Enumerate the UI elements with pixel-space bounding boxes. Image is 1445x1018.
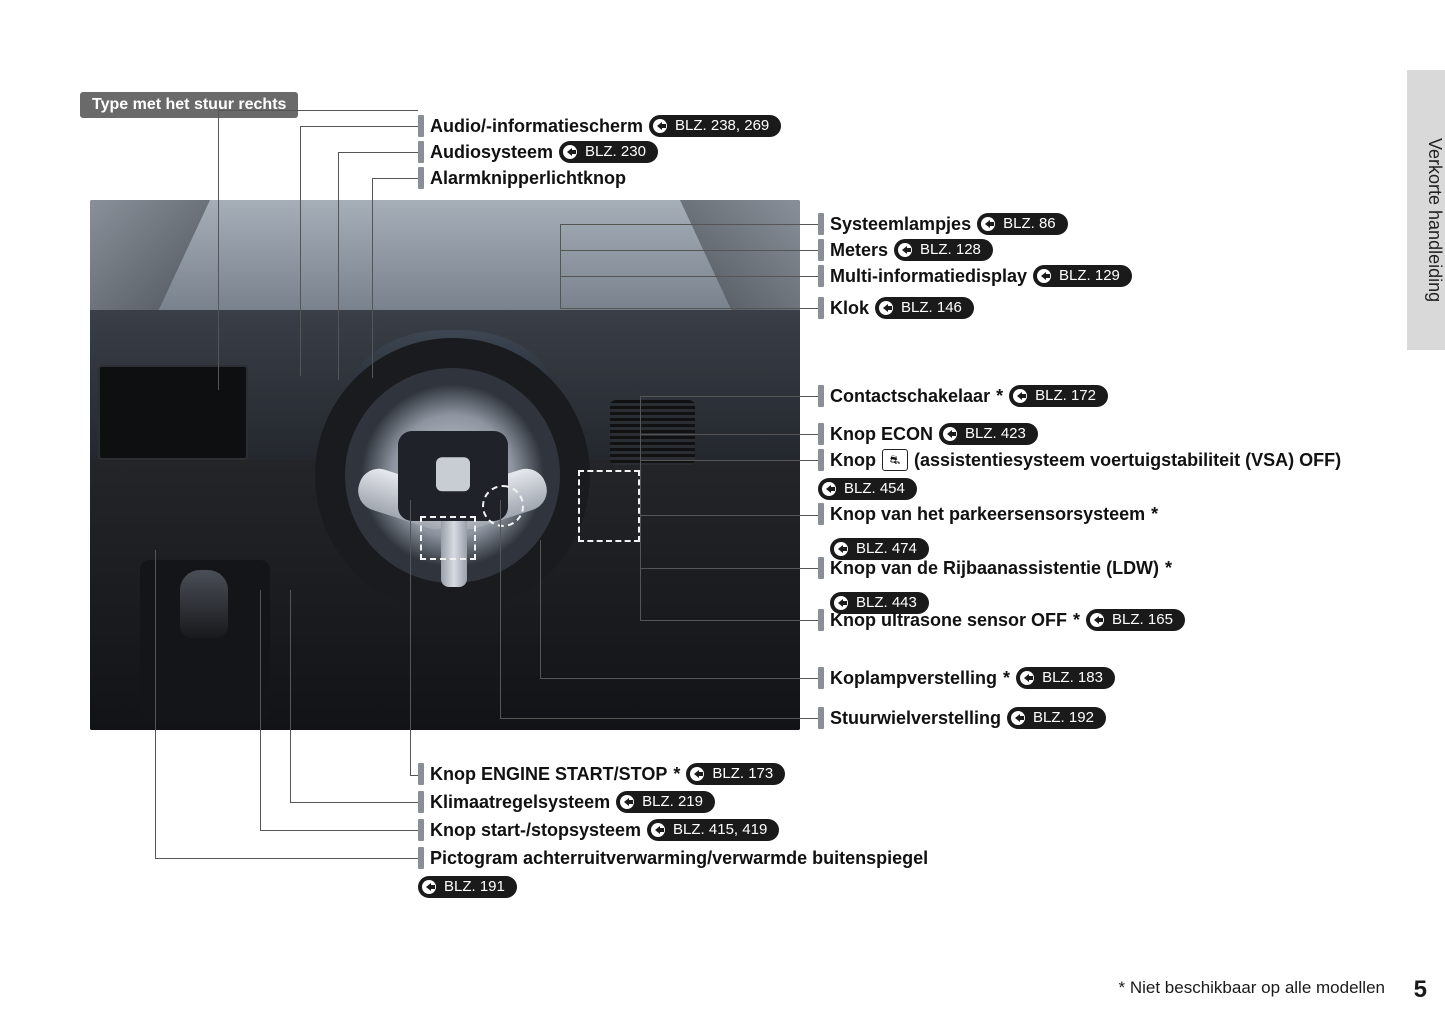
callout-label: Koplampverstelling bbox=[830, 666, 997, 690]
callout-ultrasone: Knop ultrasone sensor OFF* BLZ. 165 bbox=[818, 608, 1185, 632]
callout-marker-icon bbox=[818, 423, 824, 445]
page-ref-badge: BLZ. 165 bbox=[1086, 609, 1185, 631]
callout-ldw: Knop van de Rijbaanassistentie (LDW)*BLZ… bbox=[818, 556, 1295, 614]
callout-parkeersensor: Knop van het parkeersensorsysteem*BLZ. 4… bbox=[818, 502, 1281, 560]
callout-marker-icon bbox=[418, 847, 424, 869]
callout-marker-icon bbox=[818, 609, 824, 631]
callout-label: Audio/-informatiescherm bbox=[430, 114, 643, 138]
page-ref-badge: BLZ. 230 bbox=[559, 141, 658, 163]
callout-marker-icon bbox=[818, 667, 824, 689]
callout-meters: Meters BLZ. 128 bbox=[818, 238, 993, 262]
callout-marker-icon bbox=[818, 707, 824, 729]
page-ref-badge: BLZ. 415, 419 bbox=[647, 819, 779, 841]
callout-econ: Knop ECON BLZ. 423 bbox=[818, 422, 1038, 446]
asterisk-icon: * bbox=[673, 762, 680, 786]
callout-koplamp: Koplampverstelling* BLZ. 183 bbox=[818, 666, 1115, 690]
page-ref-badge: BLZ. 238, 269 bbox=[649, 115, 781, 137]
callout-marker-icon bbox=[418, 115, 424, 137]
callout-marker-icon bbox=[418, 819, 424, 841]
steering-wheel bbox=[315, 338, 590, 613]
asterisk-icon: * bbox=[1165, 556, 1172, 580]
callout-marker-icon bbox=[818, 503, 824, 525]
callout-label: Audiosysteem bbox=[430, 140, 553, 164]
callout-label: Knop ENGINE START/STOP bbox=[430, 762, 667, 786]
callout-marker-icon bbox=[818, 385, 824, 407]
callout-klimaat: Klimaatregelsysteem BLZ. 219 bbox=[418, 790, 715, 814]
callout-label: Systeemlampjes bbox=[830, 212, 971, 236]
callout-label: Knop van het parkeersensorsysteem bbox=[830, 502, 1145, 526]
callout-contact: Contactschakelaar* BLZ. 172 bbox=[818, 384, 1108, 408]
side-tab: Verkorte handleiding bbox=[1407, 70, 1445, 350]
asterisk-icon: * bbox=[1003, 666, 1010, 690]
callout-marker-icon bbox=[818, 239, 824, 261]
callout-label: Knop ultrasone sensor OFF bbox=[830, 608, 1067, 632]
type-tag: Type met het stuur rechts bbox=[80, 92, 298, 118]
manual-page: Verkorte handleiding Type met het stuur … bbox=[0, 0, 1445, 1018]
callout-marker-icon bbox=[418, 141, 424, 163]
callout-alarm: Alarmknipperlichtknop bbox=[418, 166, 626, 190]
callout-label: Klimaatregelsysteem bbox=[430, 790, 610, 814]
callout-label: Meters bbox=[830, 238, 888, 262]
callout-marker-icon bbox=[818, 449, 824, 471]
callout-engine-start: Knop ENGINE START/STOP* BLZ. 173 bbox=[418, 762, 785, 786]
callout-stuurwiel: Stuurwielverstelling BLZ. 192 bbox=[818, 706, 1106, 730]
callout-label: Klok bbox=[830, 296, 869, 320]
callout-label: Knop van de Rijbaanassistentie (LDW) bbox=[830, 556, 1159, 580]
page-ref-badge: BLZ. 86 bbox=[977, 213, 1068, 235]
callout-marker-icon bbox=[418, 763, 424, 785]
asterisk-icon: * bbox=[1073, 608, 1080, 632]
page-number: 5 bbox=[1414, 976, 1427, 1004]
asterisk-icon: * bbox=[996, 384, 1003, 408]
callout-label: Contactschakelaar bbox=[830, 384, 990, 408]
page-ref-badge: BLZ. 172 bbox=[1009, 385, 1108, 407]
page-ref-badge: BLZ. 192 bbox=[1007, 707, 1106, 729]
callout-label: Alarmknipperlichtknop bbox=[430, 166, 626, 190]
page-ref-badge: BLZ. 219 bbox=[616, 791, 715, 813]
callout-label-extra: (assistentiesysteem voertuigstabiliteit … bbox=[914, 448, 1341, 472]
callout-audiosysteem: Audiosysteem BLZ. 230 bbox=[418, 140, 658, 164]
callout-achterruit: Pictogram achterruitverwarming/verwarmde… bbox=[418, 846, 998, 898]
page-ref-badge: BLZ. 183 bbox=[1016, 667, 1115, 689]
page-ref-badge: BLZ. 128 bbox=[894, 239, 993, 261]
page-ref-badge: BLZ. 423 bbox=[939, 423, 1038, 445]
callout-audio-screen: Audio/-informatiescherm BLZ. 238, 269 bbox=[418, 114, 781, 138]
callout-label: Multi-informatiedisplay bbox=[830, 264, 1027, 288]
page-ref-badge: BLZ. 173 bbox=[686, 763, 785, 785]
callout-marker-icon bbox=[818, 213, 824, 235]
callout-marker-icon bbox=[818, 265, 824, 287]
page-ref-badge: BLZ. 454 bbox=[818, 478, 917, 500]
callout-label: Pictogram achterruitverwarming/verwarmde… bbox=[430, 846, 928, 870]
page-ref-badge: BLZ. 129 bbox=[1033, 265, 1132, 287]
page-ref-badge: BLZ. 146 bbox=[875, 297, 974, 319]
callout-label: Knop bbox=[830, 448, 876, 472]
vsa-off-icon: ⛐ bbox=[882, 449, 908, 471]
callout-vsa: Knop ⛐ (assistentiesysteem voertuigstabili… bbox=[818, 448, 1398, 500]
callout-multi-info: Multi-informatiedisplay BLZ. 129 bbox=[818, 264, 1132, 288]
callout-marker-icon bbox=[418, 791, 424, 813]
dashboard-photo bbox=[90, 200, 800, 730]
callout-systeemlampjes: Systeemlampjes BLZ. 86 bbox=[818, 212, 1068, 236]
asterisk-icon: * bbox=[1151, 502, 1158, 526]
callout-label: Knop start-/stopsysteem bbox=[430, 818, 641, 842]
callout-label: Stuurwielverstelling bbox=[830, 706, 1001, 730]
callout-marker-icon bbox=[818, 297, 824, 319]
callout-klok: Klok BLZ. 146 bbox=[818, 296, 974, 320]
callout-start-stop: Knop start-/stopsysteem BLZ. 415, 419 bbox=[418, 818, 779, 842]
callout-marker-icon bbox=[418, 167, 424, 189]
footnote: * Niet beschikbaar op alle modellen bbox=[1119, 978, 1386, 998]
page-ref-badge: BLZ. 191 bbox=[418, 876, 517, 898]
callout-marker-icon bbox=[818, 557, 824, 579]
callout-label: Knop ECON bbox=[830, 422, 933, 446]
